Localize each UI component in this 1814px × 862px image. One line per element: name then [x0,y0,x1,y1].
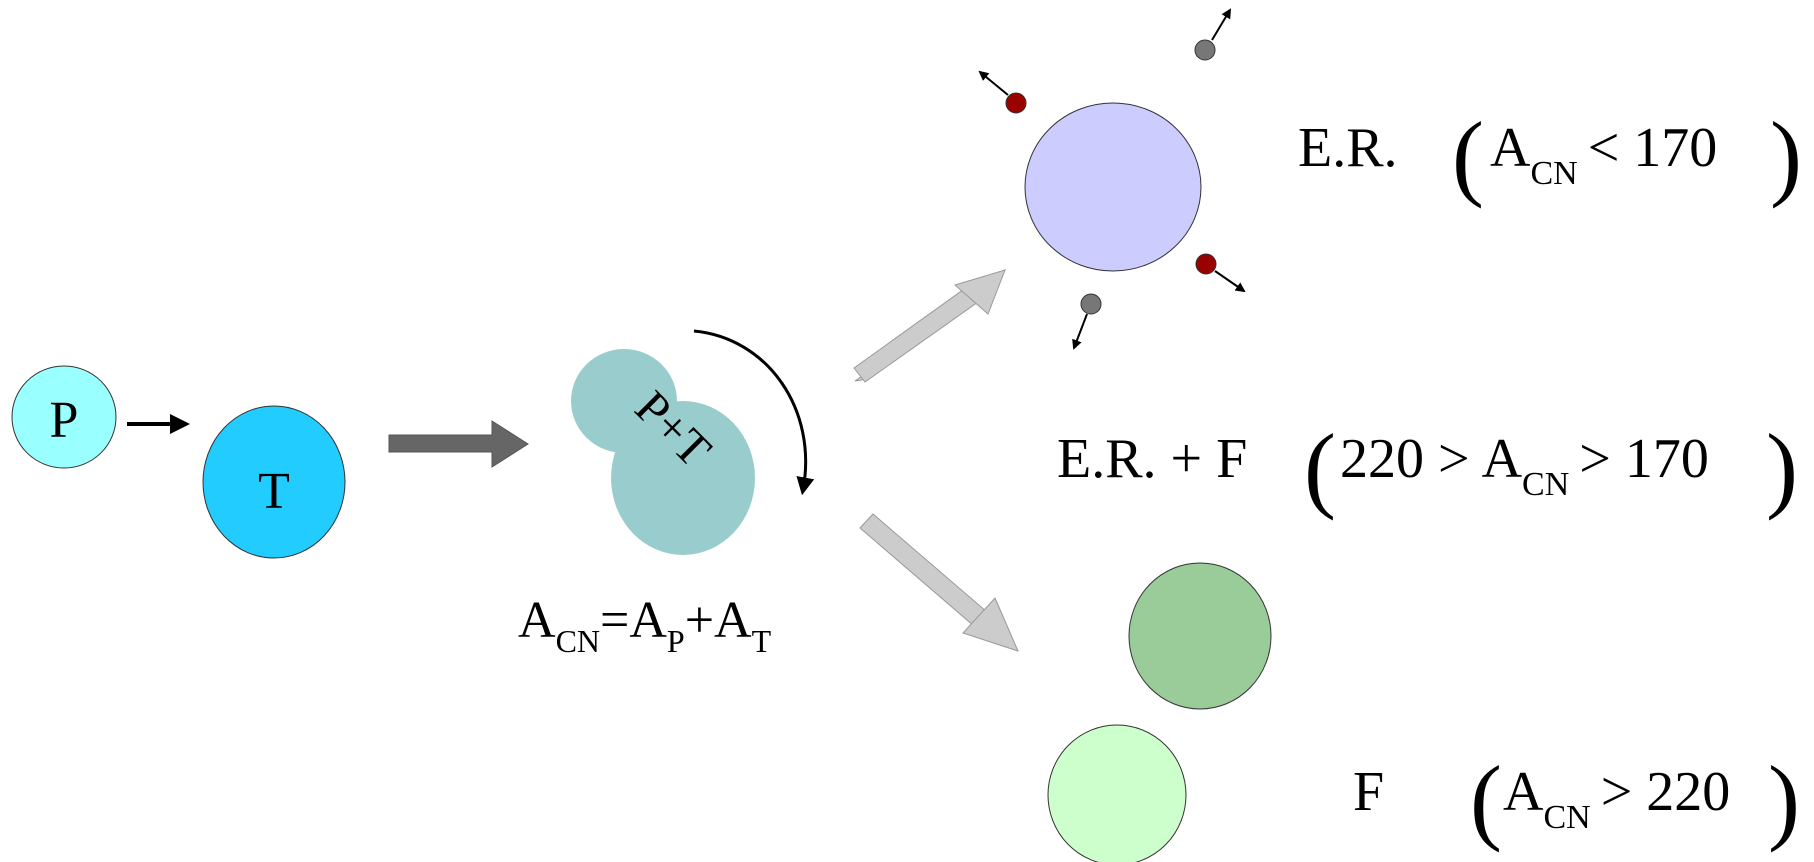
er-decay-arrow-body [853,286,979,383]
fission-arrow-head [962,597,1019,652]
channel-er-f-condition: 220 > ACN > 170 [1340,428,1709,503]
particle-arrow [1072,313,1088,350]
channel-f-name: F [1353,761,1384,823]
particle-gray [1080,293,1102,315]
er-decay-arrow-head [953,269,1006,315]
mass-formula: ACN=AP+AT [518,592,772,659]
projectile-nucleus: P [11,365,117,469]
channel-f: F ( ACN > 220 ) [1353,746,1800,853]
particle-red [1005,92,1027,114]
emitted-particles [978,8,1246,350]
particle-red [1195,253,1217,275]
channel-er-f-name: E.R. + F [1057,428,1247,490]
particle-gray [1194,39,1216,61]
fission-fragment-dark [1128,562,1272,710]
evaporation-residue [1024,102,1202,272]
fission-arrow-body [859,513,988,627]
channel-er-f: E.R. + F ( 220 > ACN > 170 ) [1057,414,1798,521]
particle-arrow [1211,8,1232,41]
channel-er: E.R. ( ACN < 170 ) [1298,102,1802,209]
paren-open: ( [1452,102,1484,209]
compound-nucleus: P+T [571,349,755,555]
particle-arrow [978,70,1009,96]
paren-open: ( [1470,746,1502,853]
channel-f-condition: ACN > 220 [1503,761,1730,836]
rotation-arrow [693,329,815,496]
paren-open: ( [1304,414,1336,521]
channel-er-name: E.R. [1298,117,1398,179]
particle-arrow [1214,270,1246,293]
fission-fragment-light [1047,724,1187,862]
paren-close: ) [1766,414,1798,521]
channel-er-condition: ACN < 170 [1490,117,1717,192]
target-nucleus: T [202,405,346,559]
projectile-label: P [50,392,79,449]
fusion-arrow [388,420,529,468]
target-label: T [258,463,290,520]
paren-close: ) [1770,102,1802,209]
paren-close: ) [1768,746,1800,853]
